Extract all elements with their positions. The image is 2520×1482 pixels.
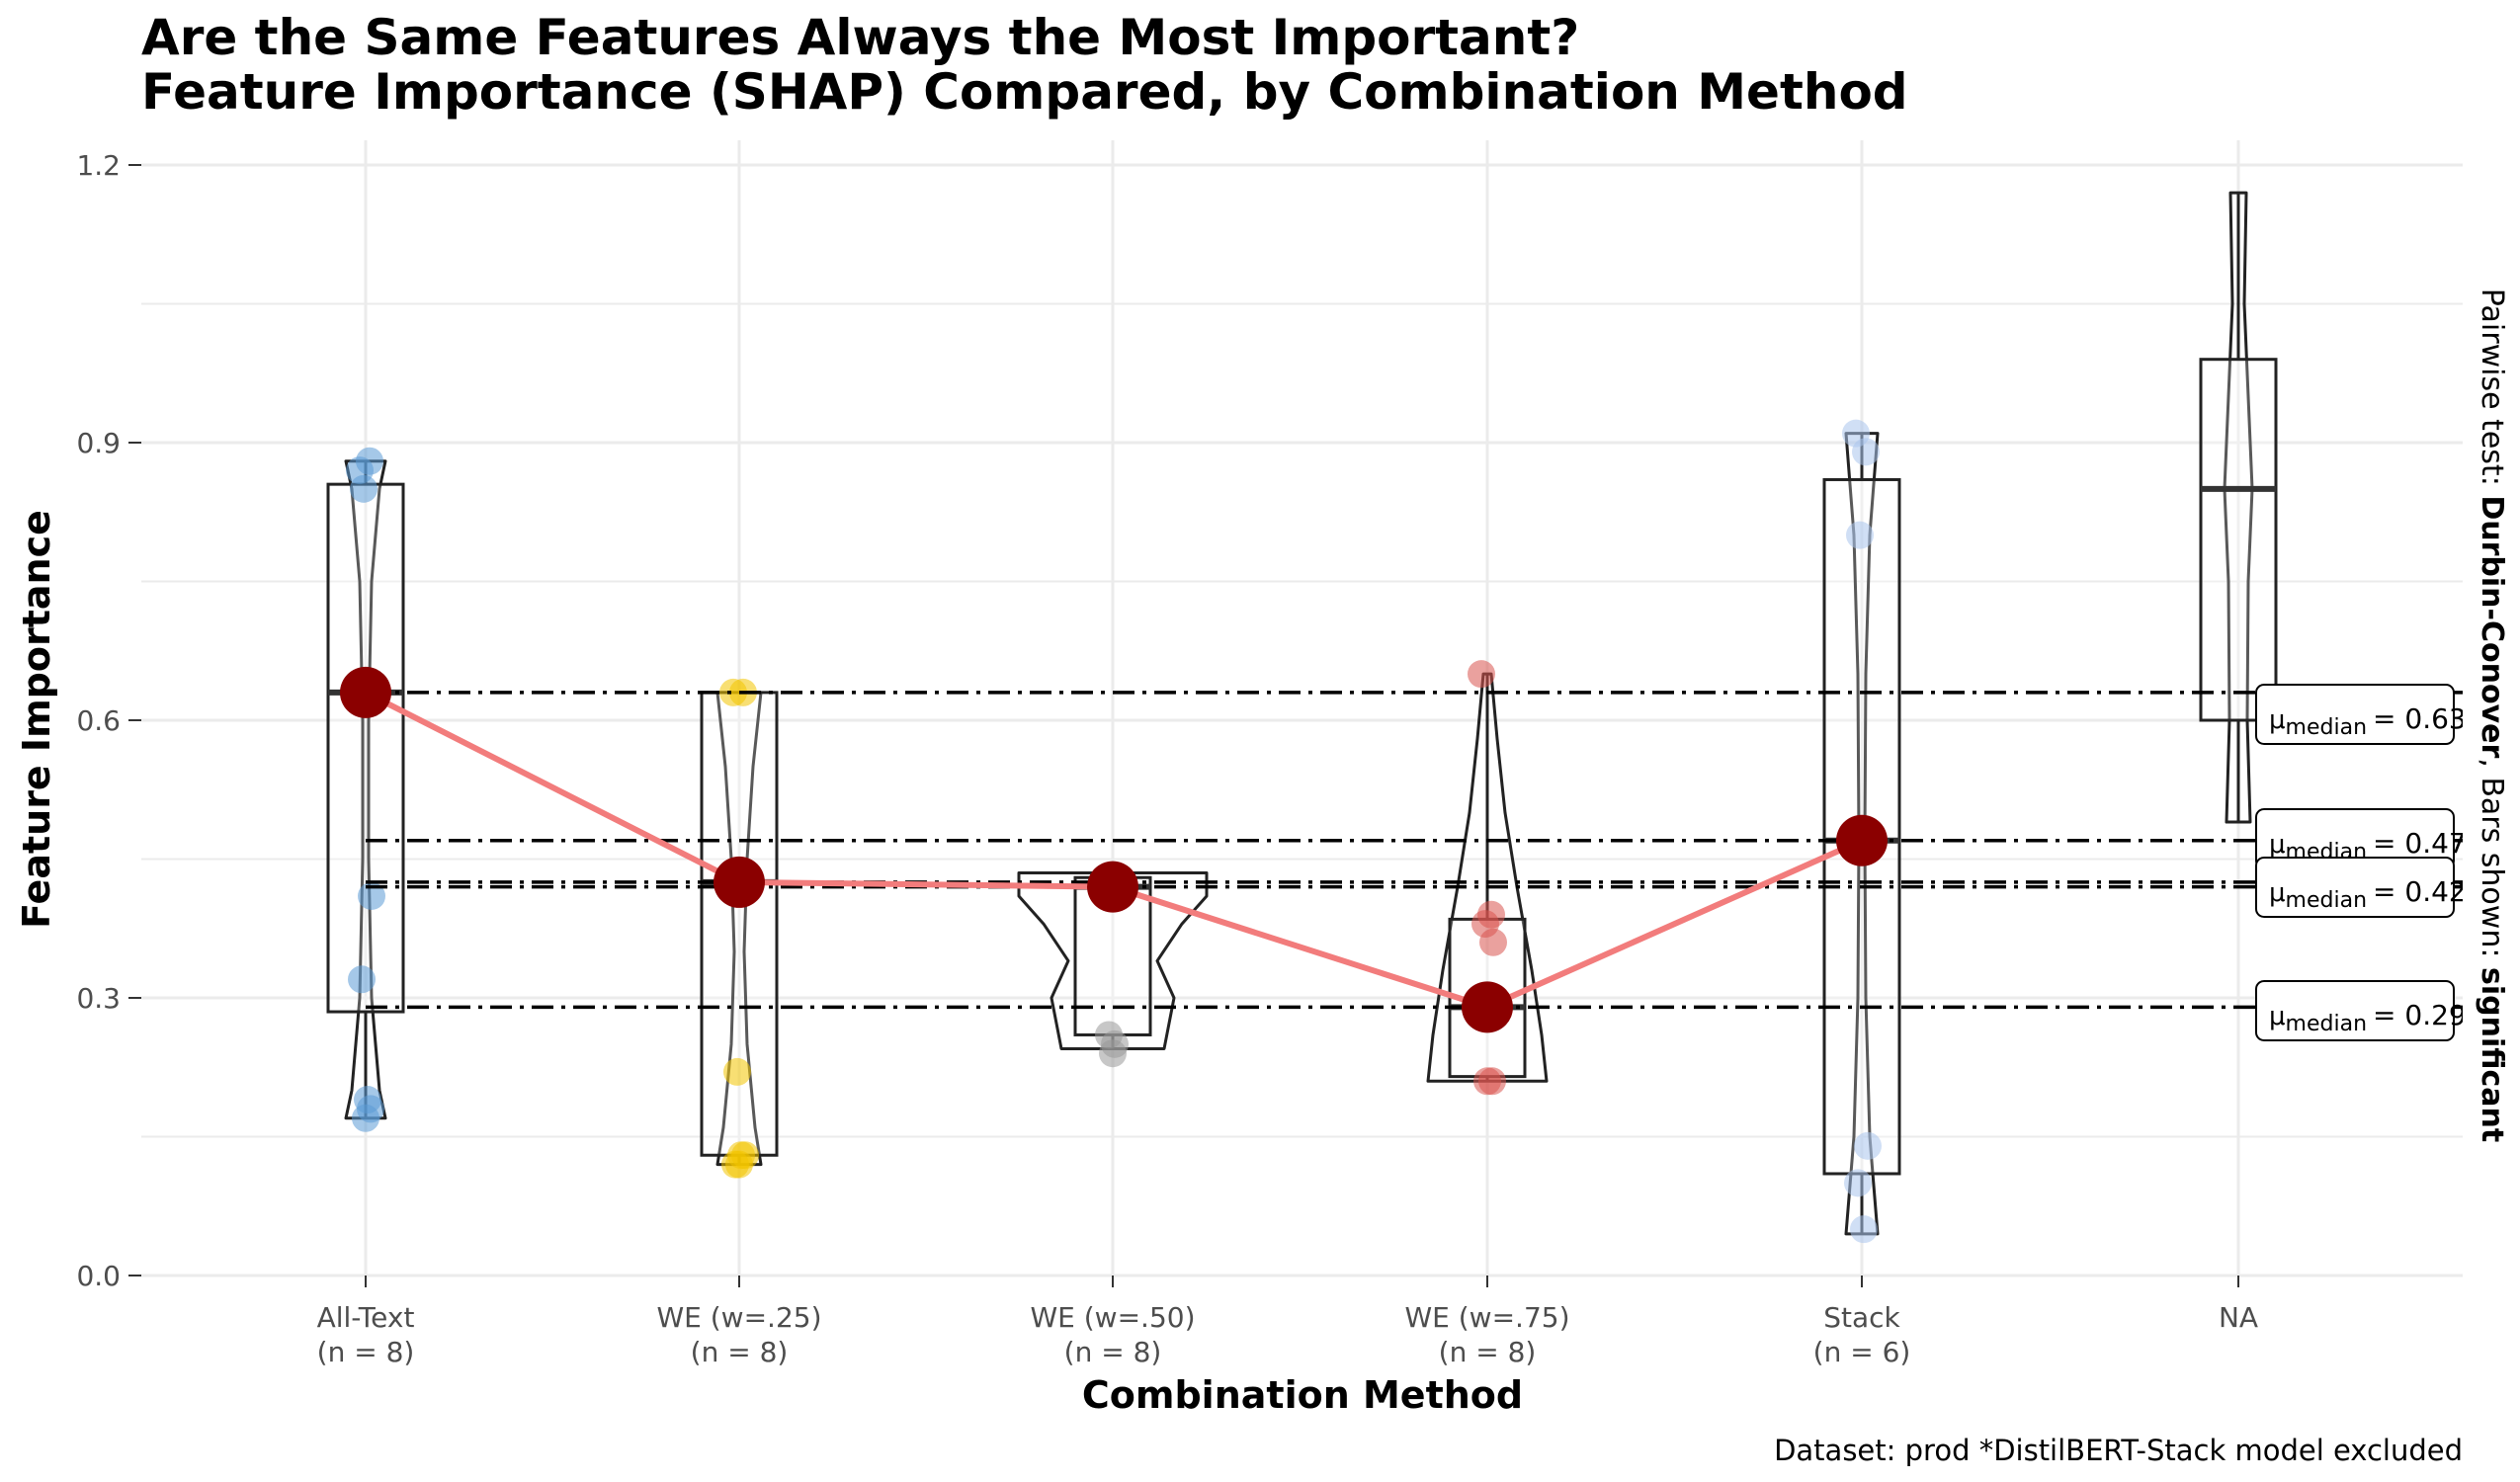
- median-point: [1462, 981, 1513, 1033]
- x-tick-label: WE (w=.75): [1404, 1301, 1569, 1334]
- data-point: [348, 965, 376, 994]
- caption: Dataset: prod *DistilBERT-Stack model ex…: [1774, 1434, 2463, 1467]
- median-point: [1836, 814, 1888, 866]
- y-tick-label: 0.0: [76, 1260, 121, 1292]
- x-tick-sublabel: (n = 8): [317, 1336, 415, 1368]
- side-test: Durbin-Conover: [2475, 495, 2509, 758]
- x-tick-label: WE (w=.50): [1030, 1301, 1195, 1334]
- x-tick-label: All-Text: [317, 1301, 415, 1334]
- side-mid: , Bars shown:: [2475, 758, 2509, 967]
- y-tick-label: 0.3: [76, 982, 121, 1015]
- side-result: significant: [2475, 967, 2509, 1142]
- data-point: [723, 1057, 751, 1086]
- data-point: [1478, 1067, 1506, 1096]
- data-point: [725, 1150, 753, 1179]
- x-tick-sublabel: (n = 8): [691, 1336, 789, 1368]
- y-tick-label: 0.6: [76, 704, 121, 737]
- side-annotation: Pairwise test: Durbin-Conover, Bars show…: [2475, 288, 2509, 1142]
- median-label: μmedian = 0.42: [2255, 857, 2467, 918]
- x-tick-label: WE (w=.25): [656, 1301, 821, 1334]
- gridlines: [141, 140, 2463, 1277]
- x-tick-label: NA: [2219, 1301, 2258, 1334]
- data-point: [1468, 660, 1495, 689]
- y-tick-label: 1.2: [76, 149, 121, 182]
- median-point: [340, 666, 391, 718]
- median-label-text: μmedian = 0.42: [2269, 875, 2467, 913]
- box-iqr: [2199, 358, 2278, 722]
- data-point: [1846, 521, 1874, 549]
- box-iqr: [1822, 477, 1901, 1176]
- data-point: [356, 447, 383, 475]
- violin-outline: [1017, 871, 1209, 1051]
- median-label-text: μmedian = 0.63: [2269, 702, 2467, 740]
- box-iqr: [326, 482, 405, 1014]
- median-label-box: [2255, 857, 2455, 918]
- data-point: [1844, 1169, 1872, 1197]
- data-point: [1854, 1131, 1882, 1160]
- x-tick-sublabel: (n = 8): [1064, 1336, 1162, 1368]
- data-point: [1099, 1039, 1127, 1068]
- x-tick-sublabel: (n = 6): [1813, 1336, 1911, 1368]
- box-iqr: [700, 691, 779, 1157]
- chart-title-line2: Feature Importance (SHAP) Compared, by C…: [141, 63, 1908, 121]
- x-axis-title: Combination Method: [1082, 1373, 1523, 1417]
- data-point: [1479, 928, 1507, 956]
- data-point: [357, 1095, 384, 1123]
- y-axis-ticks: 0.0 0.3 0.6 0.9 1.2: [76, 149, 141, 1292]
- x-tick-label: Stack: [1823, 1301, 1900, 1334]
- data-point: [350, 474, 378, 503]
- y-axis-title: Feature Importance: [15, 510, 58, 929]
- side-prefix: Pairwise test:: [2475, 288, 2509, 496]
- median-label-box: [2255, 684, 2455, 745]
- median-label-box: [2255, 980, 2455, 1041]
- median-label-text: μmedian = 0.29: [2269, 999, 2467, 1036]
- x-axis-ticks: All-Text(n = 8)WE (w=.25)(n = 8)WE (w=.5…: [317, 1276, 2258, 1368]
- chart-title-line1: Are the Same Features Always the Most Im…: [141, 9, 1579, 66]
- median-label: μmedian = 0.29: [2255, 980, 2467, 1041]
- median-point: [1087, 861, 1138, 913]
- violin-outline: [2223, 191, 2254, 824]
- x-tick-sublabel: (n = 8): [1439, 1336, 1537, 1368]
- data-point: [1852, 438, 1880, 466]
- data-point: [358, 881, 385, 910]
- median-point: [714, 856, 765, 908]
- y-tick-label: 0.9: [76, 427, 121, 459]
- data-point: [1850, 1215, 1878, 1244]
- median-label: μmedian = 0.63: [2255, 684, 2467, 745]
